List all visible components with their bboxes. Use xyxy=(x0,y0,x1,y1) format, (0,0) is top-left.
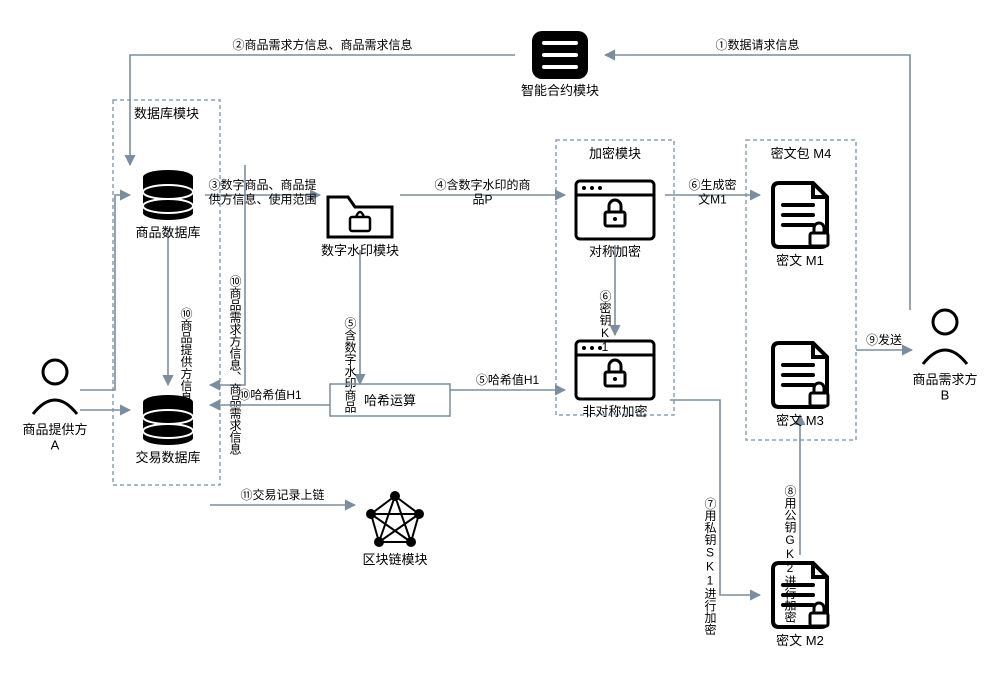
node-label-provider_a: 商品提供方A xyxy=(22,422,87,453)
db_module-group-label: 数据库模块 xyxy=(134,106,199,121)
svg-text:哈希运算: 哈希运算 xyxy=(364,393,416,408)
edge-label-e4: ④含数字水印的商品P xyxy=(434,177,530,206)
edge-label-e2: ②商品需求方信息、商品需求信息 xyxy=(232,37,412,52)
node-label-watermark: 数字水印模块 xyxy=(321,243,399,258)
window-lock-icon xyxy=(576,181,654,239)
node-label-demander_b: 商品需求方B xyxy=(912,372,977,403)
doc-lock-icon xyxy=(773,563,828,627)
m4_module-group-label: 密文包 M4 xyxy=(771,146,832,161)
edge-label-e10c: ⑩哈希值H1 xyxy=(238,387,302,402)
window-lock-icon xyxy=(576,341,654,399)
edge-label-e6b: ⑥密钥K1 xyxy=(598,290,612,354)
edge-label-e6a: ⑥生成密文M1 xyxy=(688,177,736,206)
server-icon xyxy=(532,31,588,79)
edge-label-e11: ⑪交易记录上链 xyxy=(240,487,324,502)
node-label-m1: 密文 M1 xyxy=(776,253,824,268)
edge-label-e7: ⑦用私钥SK1进行加密 xyxy=(703,497,717,635)
edge-label-e5a: ⑤含数字水印商品 xyxy=(343,317,357,413)
edge-label-e1: ①数据请求信息 xyxy=(715,37,799,52)
edge-label-e8: ⑧用公钥GK2进行加密 xyxy=(783,485,797,623)
person-icon xyxy=(923,310,967,364)
doc-lock-icon xyxy=(773,343,828,407)
edge-label-e3: ③数字商品、商品提供方信息、使用范围 xyxy=(208,177,316,206)
db-icon xyxy=(143,395,193,445)
edge-ep1 xyxy=(80,195,130,390)
node-label-trans_db: 交易数据库 xyxy=(135,450,200,465)
db-icon xyxy=(143,170,193,220)
node-label-blockchain: 区块链模块 xyxy=(362,552,427,567)
node-label-asym_enc: 非对称加密 xyxy=(582,404,647,419)
person-icon xyxy=(33,360,77,414)
node-label-contract: 智能合约模块 xyxy=(521,83,599,98)
folder-icon xyxy=(328,197,392,237)
edge-label-e9: ⑨发送 xyxy=(866,332,902,347)
graph-icon xyxy=(366,491,424,547)
edge-label-e10a: ⑩商品提供方信息 xyxy=(179,307,193,403)
doc-lock-icon xyxy=(773,183,828,247)
edge-label-e10b: ⑩商品需求方信息、商品需求信息 xyxy=(228,275,242,455)
node-label-goods_db: 商品数据库 xyxy=(135,225,200,240)
edge-label-e5b: ⑤哈希值H1 xyxy=(476,372,540,387)
diagram-canvas: 数据库模块加密模块 密文包 M4 ①数据请求信息 ②商品需求方信息、商品需求信息 ③数字… xyxy=(0,0,1000,678)
node-label-m2: 密文 M2 xyxy=(776,633,824,648)
node-label-m3: 密文 M3 xyxy=(776,413,824,428)
enc_module-group-label: 加密模块 xyxy=(589,146,641,161)
node-label-sym_enc: 对称加密 xyxy=(589,244,641,259)
